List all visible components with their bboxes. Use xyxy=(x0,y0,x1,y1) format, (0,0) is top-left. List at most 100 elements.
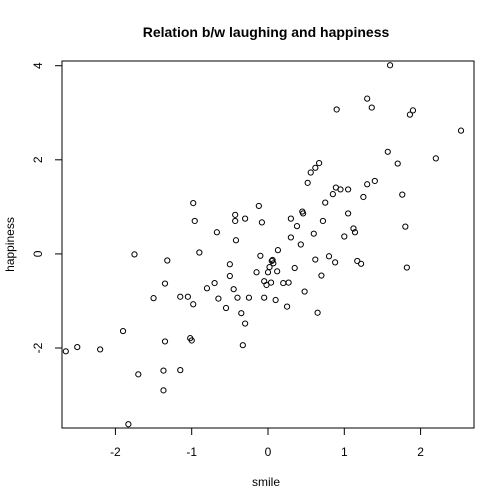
data-point xyxy=(177,367,184,374)
data-point xyxy=(368,104,375,111)
data-point xyxy=(316,160,323,167)
data-point xyxy=(261,294,268,301)
data-point xyxy=(234,294,241,301)
data-point xyxy=(253,269,260,276)
data-points xyxy=(62,62,465,428)
data-point xyxy=(312,164,319,171)
data-point xyxy=(215,295,222,302)
data-point xyxy=(238,310,245,317)
data-point xyxy=(74,343,81,351)
data-point xyxy=(360,193,367,201)
data-point xyxy=(351,229,359,236)
data-point xyxy=(232,237,240,244)
data-point xyxy=(287,234,294,241)
data-point xyxy=(177,293,184,300)
data-point xyxy=(245,294,253,301)
chart-title: Relation b/w laughing and happiness xyxy=(143,24,390,40)
data-point xyxy=(160,387,167,394)
data-point xyxy=(190,199,197,207)
x-tick-label: 2 xyxy=(417,445,424,459)
data-point xyxy=(285,279,292,286)
y-axis: -2 0 2 4 xyxy=(31,62,63,353)
data-point xyxy=(293,223,301,230)
data-point xyxy=(164,257,171,264)
data-point xyxy=(291,264,298,272)
data-point xyxy=(230,286,237,293)
data-point xyxy=(272,296,279,304)
y-tick-label: -2 xyxy=(31,342,45,353)
data-point xyxy=(364,95,371,102)
x-axis: -2 -1 0 1 2 xyxy=(110,427,424,459)
data-point xyxy=(269,256,276,264)
data-point xyxy=(266,263,273,271)
data-point xyxy=(222,304,230,312)
data-point xyxy=(357,260,365,267)
x-tick-label: 0 xyxy=(265,445,272,459)
data-point xyxy=(242,215,249,222)
data-point xyxy=(371,177,378,185)
data-point xyxy=(211,279,218,287)
data-point xyxy=(283,303,291,310)
data-point xyxy=(131,251,138,258)
data-point xyxy=(213,229,220,236)
data-point xyxy=(274,268,281,275)
data-point xyxy=(62,348,69,355)
data-point xyxy=(242,320,249,327)
data-point xyxy=(232,217,239,225)
data-point xyxy=(255,202,262,210)
data-point xyxy=(403,264,410,271)
data-point xyxy=(312,256,319,263)
y-tick-label: 2 xyxy=(31,156,45,163)
data-point xyxy=(226,272,233,280)
data-point xyxy=(402,223,409,230)
data-point xyxy=(337,186,344,193)
data-point xyxy=(364,181,371,188)
data-point xyxy=(304,179,311,186)
data-point xyxy=(409,107,417,114)
data-point xyxy=(333,106,340,113)
y-tick-label: 0 xyxy=(31,250,45,257)
data-point xyxy=(310,230,317,237)
data-point xyxy=(307,169,314,176)
x-tick-label: 1 xyxy=(341,445,348,459)
data-point xyxy=(325,253,333,260)
data-point xyxy=(345,186,352,193)
data-point xyxy=(135,371,142,378)
data-point xyxy=(274,247,282,254)
data-point xyxy=(314,309,321,316)
data-point xyxy=(319,217,327,225)
data-point xyxy=(232,211,239,218)
data-point xyxy=(299,210,307,217)
data-point xyxy=(119,327,127,335)
data-point xyxy=(345,210,352,217)
data-point xyxy=(287,215,294,222)
data-point xyxy=(160,367,167,374)
data-point xyxy=(329,191,336,198)
data-point xyxy=(226,261,233,268)
y-tick-label: 4 xyxy=(31,62,45,69)
data-point xyxy=(457,127,465,134)
data-point xyxy=(161,338,169,345)
data-point xyxy=(191,217,198,225)
data-point xyxy=(301,288,308,295)
data-point xyxy=(341,233,348,240)
data-point xyxy=(386,62,394,69)
data-point xyxy=(394,160,401,167)
data-point xyxy=(297,241,304,248)
data-point xyxy=(150,295,157,302)
data-point xyxy=(203,285,211,292)
data-point xyxy=(161,280,169,287)
data-point xyxy=(322,199,329,206)
data-point xyxy=(270,260,277,267)
data-point xyxy=(267,279,275,286)
data-point xyxy=(318,272,325,279)
data-point xyxy=(350,225,357,232)
data-point xyxy=(399,191,406,198)
data-point xyxy=(184,293,191,300)
data-point xyxy=(332,259,339,266)
y-axis-label: happiness xyxy=(3,217,17,272)
data-point xyxy=(188,337,195,344)
x-tick-label: -2 xyxy=(110,445,121,459)
data-point xyxy=(406,111,414,118)
